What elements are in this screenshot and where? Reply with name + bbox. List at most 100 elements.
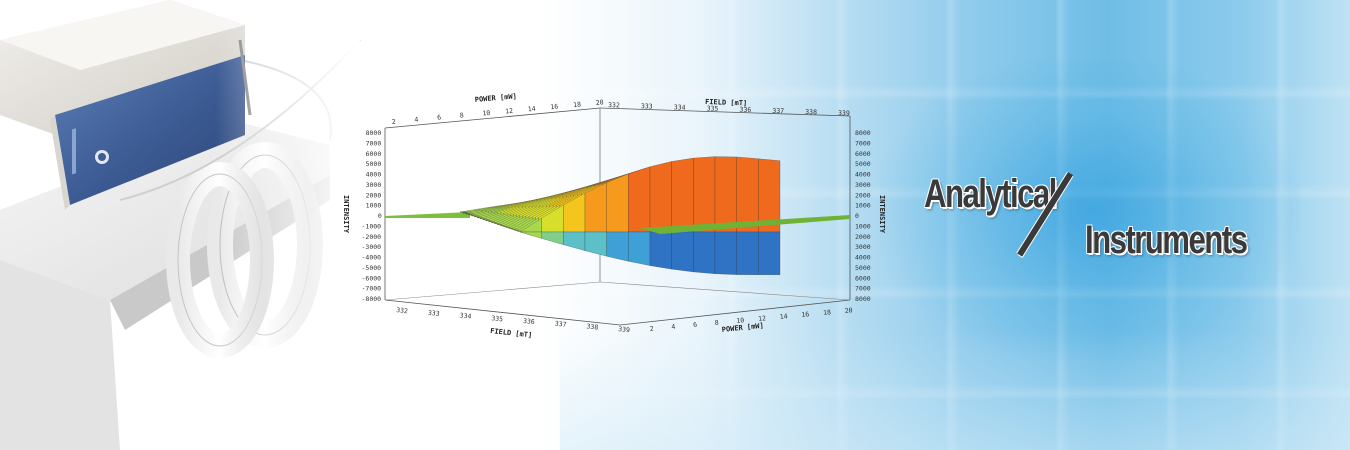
left-axis-title: INTENSITY: [342, 195, 350, 234]
surface-patch-negative: [671, 231, 694, 273]
right-vertical-axis-tick: 3000: [855, 181, 871, 189]
left-axis-tick: -3000: [362, 243, 382, 251]
top-right-axis-tick: 338: [805, 108, 817, 116]
right-axis-tick: 20: [844, 306, 853, 315]
left-axis-tick: -5000: [362, 264, 382, 272]
frame-back-bottom-edge: [384, 281, 601, 301]
surface-patch-negative: [736, 231, 759, 275]
right-axis-title: POWER [mW]: [721, 322, 764, 334]
right-vertical-axis-tick: 0: [855, 212, 859, 220]
left-axis-tick: 3000: [366, 181, 382, 189]
bottom-fade: [560, 330, 1350, 450]
surface-patch-negative: [628, 231, 651, 266]
front-axis-tick: 336: [523, 317, 536, 326]
frame-back-bottom-edge-2: [599, 281, 851, 301]
top-back-axis-tick: 6: [437, 113, 442, 121]
surface-patch-positive: [649, 161, 672, 233]
right-axis-tick: 2: [649, 325, 654, 333]
right-axis-tick: 4: [671, 323, 676, 331]
top-back-axis-tick: 12: [505, 107, 514, 116]
front-axis-title: FIELD [mT]: [490, 327, 533, 339]
frame-top-right-edge: [599, 107, 851, 117]
right-vertical-axis-tick: 8000: [855, 129, 871, 137]
left-axis-tick: -2000: [362, 233, 382, 241]
top-right-axis-tick: 336: [739, 106, 751, 114]
right-vertical-axis-tick: 2000: [855, 191, 871, 199]
left-axis-tick: 1000: [366, 202, 382, 210]
top-right-axis-title: FIELD [mT]: [705, 98, 747, 107]
top-right-axis-tick: 335: [707, 104, 719, 112]
surface-patch-negative: [649, 231, 672, 270]
surface-patch-positive: [671, 157, 694, 233]
heading-line-1: Analytical: [924, 172, 1057, 216]
surface-patch-negative: [563, 231, 586, 251]
right-axis-tick: 8: [714, 319, 719, 327]
top-right-axis-tick: 334: [674, 103, 686, 111]
frame-right-bottom-edge: [619, 299, 851, 326]
front-axis-tick: 333: [428, 309, 441, 318]
surface-patch-negative: [606, 231, 629, 262]
surface-patch-positive: [693, 156, 716, 233]
left-axis-tick: 8000: [366, 129, 382, 137]
right-vertical-axis-tick: 1000: [855, 222, 871, 230]
front-axis-tick: 339: [618, 325, 631, 334]
right-vertical-axis-tick: 6000: [855, 274, 871, 282]
right-axis-tick: 12: [758, 314, 767, 323]
section-heading: Analytical Instruments: [920, 168, 1320, 278]
surface-patch-negative: [584, 231, 607, 257]
right-axis-tick: 10: [736, 316, 745, 325]
surface-patch-positive: [628, 166, 651, 233]
right-axis-tick: 16: [801, 310, 810, 319]
left-axis-tick: -6000: [362, 274, 382, 282]
top-back-axis-tick: 10: [482, 109, 491, 118]
surface-patch-negative: [714, 231, 737, 275]
heading-line-2: Instruments: [1085, 218, 1248, 262]
front-axis-tick: 332: [396, 306, 409, 315]
right-axis-tick: 6: [693, 321, 698, 329]
left-axis-tick: -8000: [362, 295, 382, 303]
surface-patch-positive: [606, 173, 629, 233]
top-back-axis-tick: 16: [550, 103, 559, 112]
front-axis-tick: 335: [491, 314, 504, 323]
right-vertical-axis-tick: 7000: [855, 285, 871, 293]
surface-mesh: [385, 156, 850, 275]
left-axis-tick: -7000: [362, 285, 382, 293]
top-back-axis-tick: 14: [527, 105, 536, 114]
left-axis-tick: 0: [378, 212, 382, 220]
left-axis-tick: 2000: [366, 191, 382, 199]
surface-patch-positive: [714, 156, 737, 233]
right-vertical-axis-tick: 3000: [855, 243, 871, 251]
surface-patch-negative: [693, 231, 716, 274]
left-axis-tick: 7000: [366, 139, 382, 147]
chart-frame: [384, 107, 851, 326]
right-axis-tick: 14: [779, 312, 788, 321]
right-axis-tick: 18: [823, 308, 832, 317]
top-back-axis-tick: 8: [459, 111, 464, 119]
surface-patch-negative: [541, 231, 564, 245]
right-vertical-axis-tick: 4000: [855, 171, 871, 179]
right-vertical-axis-tick: 4000: [855, 254, 871, 262]
blue-glow: [880, 60, 1300, 360]
left-axis-tick: -1000: [362, 222, 382, 230]
right-vertical-axis-tick: 6000: [855, 150, 871, 158]
top-right-axis-tick: 339: [838, 109, 850, 117]
surface-patch-positive: [736, 156, 759, 233]
top-right-axis-tick: 333: [641, 102, 653, 110]
left-axis-tick: 5000: [366, 160, 382, 168]
right-vertical-axis-tick: 8000: [855, 295, 871, 303]
top-back-axis-tick: 18: [573, 100, 582, 109]
right-vertical-axis-tick: 5000: [855, 264, 871, 272]
top-back-axis-tick: 4: [414, 116, 419, 124]
frame-front-bottom-edge: [384, 299, 621, 326]
device-fade: [0, 0, 360, 450]
top-right-axis-tick: 332: [608, 101, 620, 109]
axis-ticks: 8000 7000 6000 5000 4000 3000 2000 1000 0 -1000 -2…: [362, 98, 871, 334]
right-vertical-axis-tick: 1000: [855, 202, 871, 210]
left-axis-tick: -4000: [362, 254, 382, 262]
top-back-axis-tick: 2: [391, 118, 396, 126]
surface-patch-negative: [758, 231, 781, 275]
front-axis-tick: 337: [554, 320, 567, 329]
baseline-plane-right: [640, 215, 850, 234]
